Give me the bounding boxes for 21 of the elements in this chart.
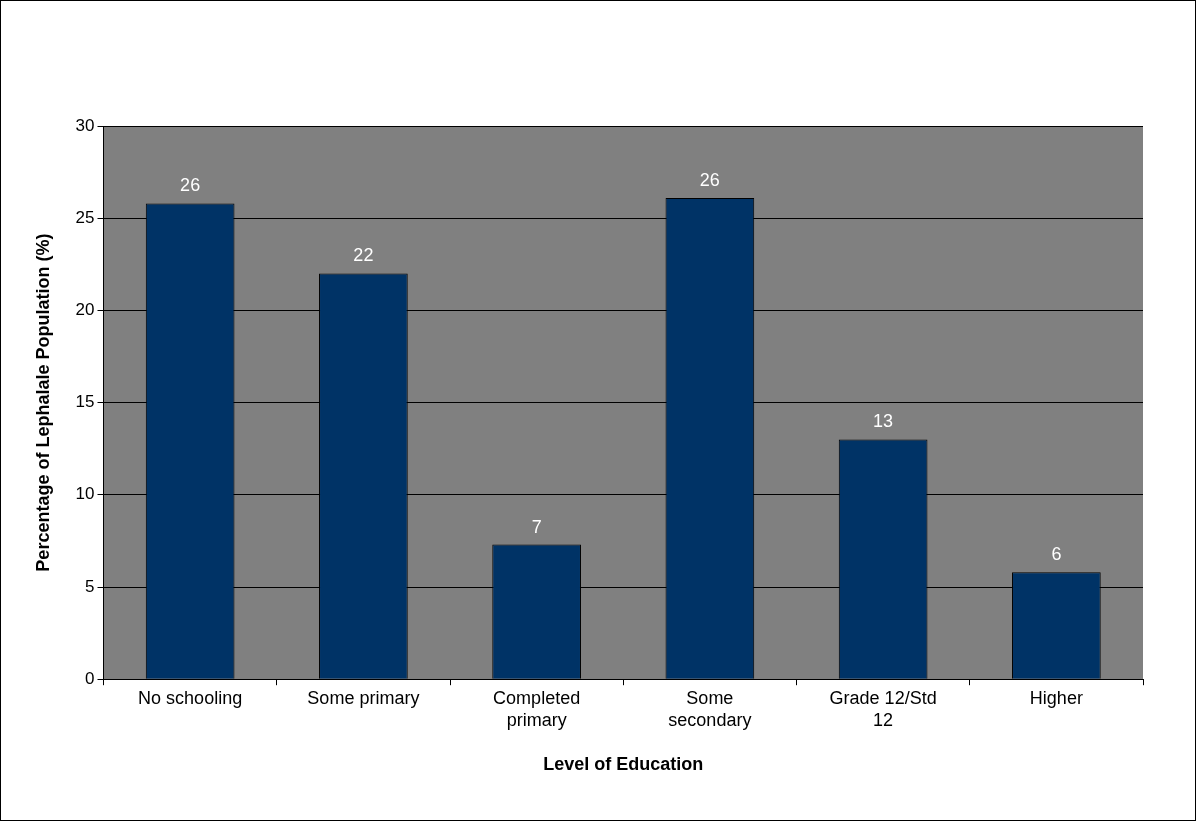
x-tick-label: Some secondary bbox=[668, 687, 752, 730]
y-tick-label: 5 bbox=[85, 576, 95, 596]
data-label: 22 bbox=[353, 245, 374, 266]
x-axis-title: Level of Education bbox=[543, 754, 704, 775]
y-tick-label: 20 bbox=[75, 300, 95, 320]
y-axis-title: Percentage of Lephalale Population (%) bbox=[32, 233, 53, 572]
y-tick-label: 25 bbox=[75, 207, 95, 227]
x-tick-label: No schooling bbox=[138, 687, 243, 708]
data-label: 13 bbox=[873, 411, 894, 432]
data-label: 26 bbox=[180, 175, 201, 196]
y-tick-label: 10 bbox=[75, 484, 95, 504]
data-label: 6 bbox=[1051, 544, 1062, 565]
y-tick-label: 15 bbox=[75, 392, 95, 412]
x-tick-label: Completed primary bbox=[493, 687, 581, 730]
x-tick-label: Grade 12/Std 12 bbox=[829, 687, 937, 730]
y-tick-label: 0 bbox=[85, 668, 95, 688]
y-tick-label: 30 bbox=[75, 115, 95, 135]
data-label: 7 bbox=[531, 516, 542, 537]
x-tick-label: Some primary bbox=[307, 687, 420, 708]
data-label: 26 bbox=[699, 169, 720, 190]
x-tick-label: Higher bbox=[1029, 687, 1083, 708]
